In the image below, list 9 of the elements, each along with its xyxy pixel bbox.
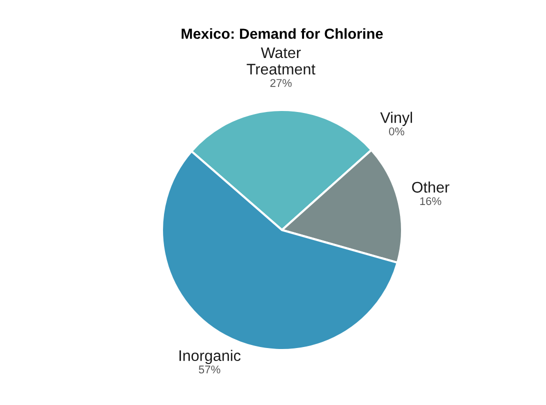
chart-title: Mexico: Demand for Chlorine xyxy=(182,28,383,39)
data-label: 27% xyxy=(270,79,292,87)
data-label: 57% xyxy=(198,366,220,374)
data-label: 16% xyxy=(420,197,442,206)
slice-label: Other xyxy=(412,181,450,193)
category-label: Vinyl xyxy=(380,112,412,126)
slice-label: Water Treatment xyxy=(246,47,316,75)
text: 0% xyxy=(388,128,404,136)
slice-label: Inorganic xyxy=(180,350,241,364)
